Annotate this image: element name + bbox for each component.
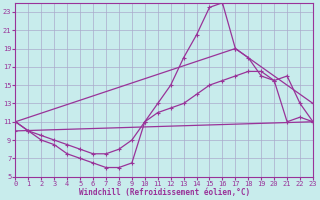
X-axis label: Windchill (Refroidissement éolien,°C): Windchill (Refroidissement éolien,°C) <box>79 188 250 197</box>
